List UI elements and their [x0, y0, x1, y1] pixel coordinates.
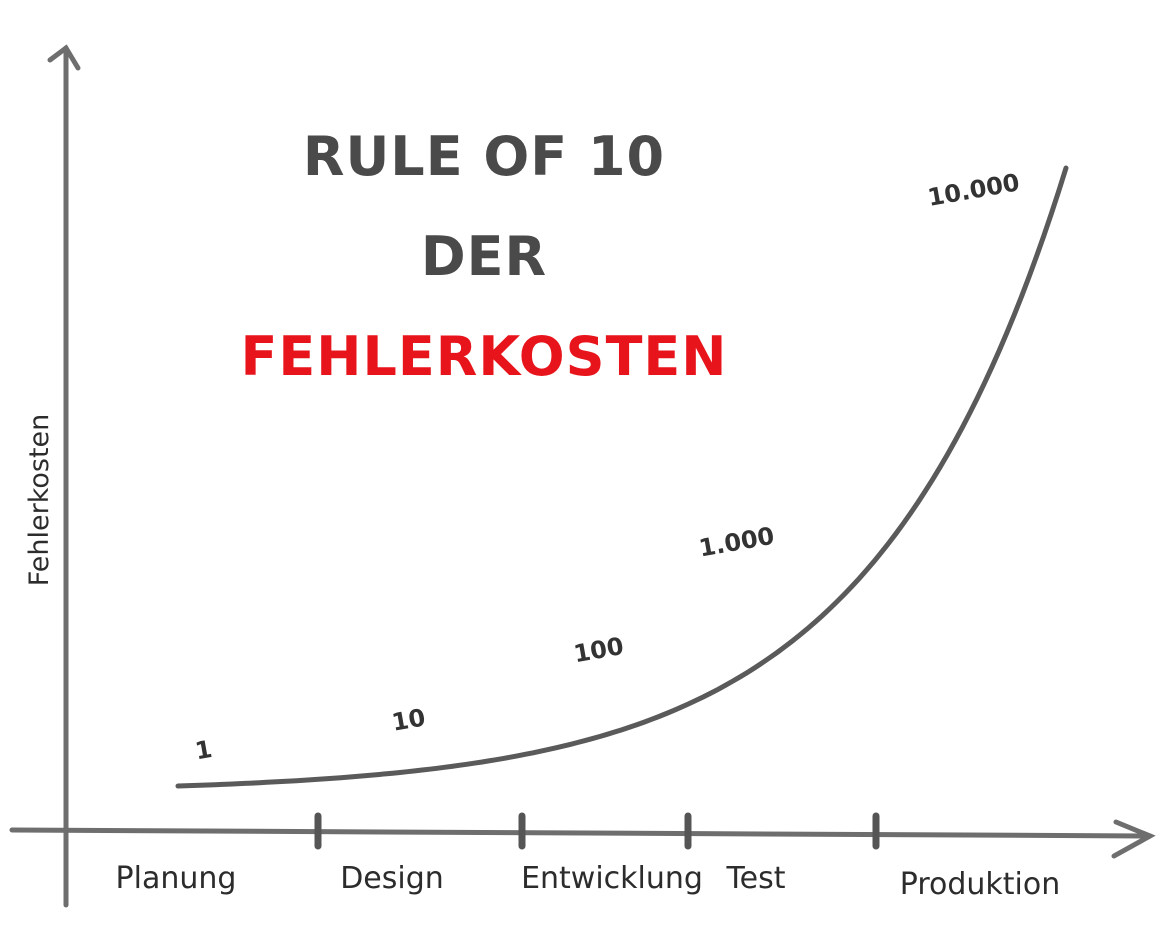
curve-layer	[175, 165, 1069, 789]
category-label: Design	[340, 861, 444, 896]
y-axis-label: Fehlerkosten	[24, 414, 55, 587]
title-line: DER	[421, 225, 547, 288]
x-axis-arrowhead	[1111, 819, 1156, 859]
category-label: Produktion	[900, 867, 1061, 902]
data-label: 1	[193, 735, 214, 765]
category-label: Entwicklung	[521, 861, 703, 896]
chart-title: RULE OF 10 DER FEHLERKOSTEN	[241, 125, 728, 388]
title-line: RULE OF 10	[303, 125, 665, 188]
title-line: FEHLERKOSTEN	[241, 325, 728, 388]
data-label: 10.000	[926, 168, 1022, 212]
y-axis-arrowhead	[47, 44, 81, 71]
data-label: 1.000	[697, 522, 777, 563]
series-line	[175, 165, 1069, 789]
data-label: 100	[572, 632, 626, 668]
category-labels: Planung Design Entwicklung Test Produktion	[116, 861, 1061, 902]
x-axis-line	[9, 827, 1153, 839]
category-label: Test	[725, 861, 785, 896]
data-labels: 1 10 100 1.000 10.000	[193, 168, 1022, 765]
x-ticks	[314, 812, 880, 850]
data-label: 10	[390, 703, 428, 736]
category-label: Planung	[116, 861, 237, 896]
axes	[9, 44, 1156, 908]
